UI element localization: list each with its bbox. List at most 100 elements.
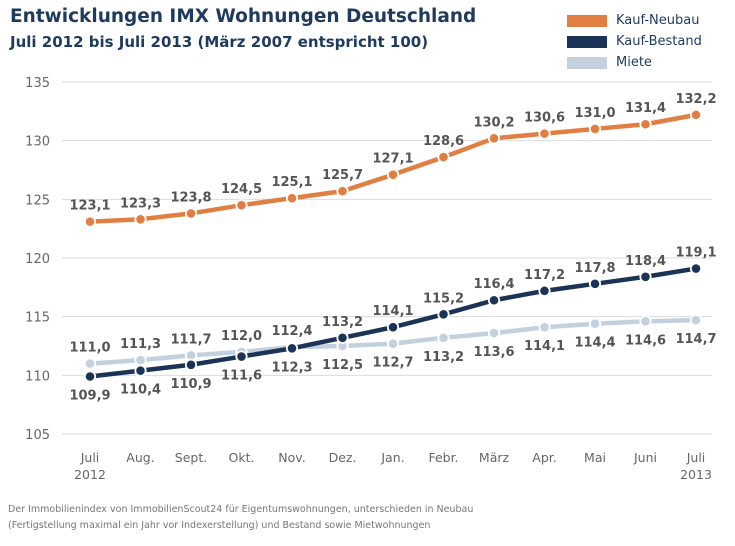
chart-title: Entwicklungen IMX Wohnungen Deutschland [10,6,477,27]
x-tick-label: Juli [80,450,100,465]
footnote-line-2: (Fertigstellung maximal ein Jahr vor Ind… [8,520,431,531]
data-label-bestand: 117,8 [574,261,615,276]
x-tick-year-label: 2012 [74,467,106,482]
data-point-bestand [184,358,198,371]
legend-label-bestand: Kauf-Bestand [616,34,702,49]
data-label-neubau: 132,2 [675,92,716,107]
data-point-bestand [285,342,299,355]
x-tick-label: Aug. [126,450,154,465]
y-tick-label: 135 [25,76,50,91]
data-point-neubau [336,185,349,198]
data-point-neubau [437,150,450,164]
legend-swatch-miete [567,56,607,69]
data-point-bestand [83,370,97,383]
data-label-bestand: 118,4 [625,254,666,269]
data-point-miete [134,353,147,367]
data-label-bestand: 117,2 [524,268,565,283]
x-tick-label: Jan. [380,450,404,465]
series-line-neubau [87,112,699,224]
data-label-bestand: 111,6 [221,369,262,384]
data-point-bestand [487,294,501,307]
x-tick-label: Apr. [532,450,556,465]
x-tick-label: Juli [686,450,706,465]
data-point-neubau [134,213,147,226]
data-label-bestand: 119,1 [675,246,716,261]
data-label-miete: 114,6 [625,333,666,348]
data-label-miete: 113,2 [423,350,464,365]
data-point-bestand [134,364,147,377]
data-point-bestand [437,308,450,321]
data-point-neubau [588,122,602,136]
data-point-neubau [487,132,501,145]
legend-swatch-neubau [567,14,607,27]
legend-item-neubau: Kauf-Neubau [567,10,702,31]
data-point-neubau [285,192,299,205]
data-point-miete [83,357,97,370]
x-tick-label: Okt. [229,450,255,465]
legend-swatch-bestand [567,35,607,48]
x-tick-label: Mai [584,450,606,465]
data-label-miete: 114,1 [524,339,565,354]
data-label-layer: 123,1 123,3 123,8 124,5 125,1 125,7 127,1 128,6… [69,92,716,404]
legend-item-miete: Miete [567,52,702,73]
grid-layer [62,81,712,435]
footnote-line-1: Der Immobilienindex von ImmobilienScout2… [8,504,474,515]
data-point-neubau [639,118,652,131]
data-label-neubau: 124,5 [221,182,262,197]
data-point-bestand [588,277,602,290]
line-chart: 105 110 115 120 125 130 135 Juli 2012 Aug. Sept. Ok… [25,76,716,482]
data-label-neubau: 125,1 [271,175,312,190]
y-tick-label: 115 [25,311,50,326]
legend-item-bestand: Kauf-Bestand [567,31,702,52]
data-label-neubau: 128,6 [423,134,464,149]
data-label-miete: 113,6 [473,345,514,360]
data-point-miete [639,315,652,328]
data-point-bestand [639,270,652,283]
data-label-miete: 114,7 [675,332,716,347]
data-label-bestand: 109,9 [69,389,110,404]
data-point-miete [386,337,400,350]
footnote: Der Immobilienindex von ImmobilienScout2… [8,502,728,534]
data-point-bestand [538,284,551,297]
data-point-bestand [386,321,400,334]
data-point-neubau [83,215,97,228]
data-label-bestand: 115,2 [423,291,464,306]
y-tick-label: 105 [25,428,50,443]
data-label-miete: 112,4 [271,324,312,339]
data-label-neubau: 123,3 [120,196,161,211]
x-tick-label: März [479,450,510,465]
data-point-neubau [386,168,400,181]
legend-label-neubau: Kauf-Neubau [616,13,700,28]
data-label-miete: 112,7 [372,356,413,371]
data-point-miete [689,314,703,327]
data-label-neubau: 131,4 [625,101,666,116]
x-tick-label: Nov. [278,450,305,465]
data-label-bestand: 113,2 [322,315,363,330]
data-label-bestand: 110,4 [120,383,161,398]
x-tick-year-label: 2013 [680,467,712,482]
chart-legend: Kauf-Neubau Kauf-Bestand Miete [567,10,702,73]
y-tick-label: 130 [25,135,50,150]
data-label-bestand: 114,1 [372,304,413,319]
data-label-neubau: 123,8 [170,190,211,205]
x-tick-label: Juni [633,450,657,465]
x-tick-label: Sept. [175,450,207,465]
data-label-neubau: 125,7 [322,168,363,183]
y-tick-label: 120 [25,252,50,267]
series-layer [83,108,703,383]
x-tick-label: Dez. [329,450,357,465]
data-label-miete: 112,0 [221,329,262,344]
data-label-miete: 111,7 [170,332,211,347]
data-label-neubau: 130,2 [473,115,514,130]
data-point-miete [437,331,450,344]
data-label-bestand: 110,9 [170,377,211,392]
data-point-neubau [184,207,198,220]
legend-label-miete: Miete [616,55,652,70]
data-point-miete [487,326,501,340]
data-point-neubau [689,108,703,121]
data-label-miete: 111,3 [120,337,161,352]
data-label-miete: 111,0 [69,341,110,356]
y-tick-label: 110 [25,369,50,384]
data-point-bestand [235,350,248,363]
data-point-miete [538,321,551,334]
